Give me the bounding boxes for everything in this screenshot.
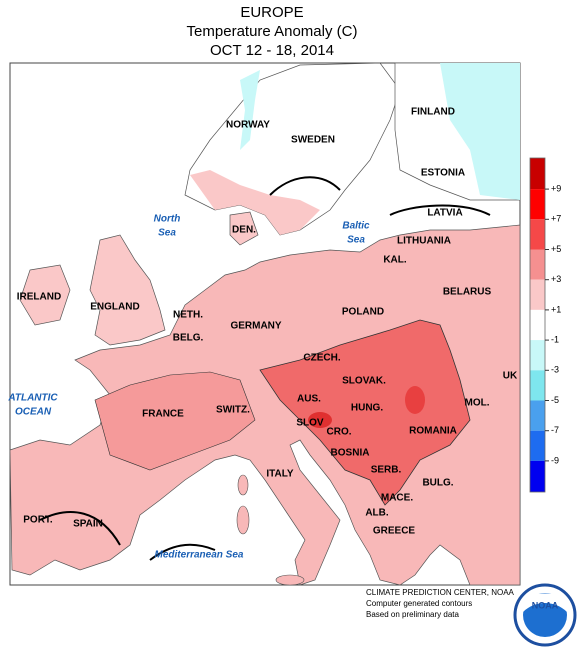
legend-tick-label: -9 [551,455,559,465]
country-label: NETH. [173,310,203,321]
water-label: Baltic [342,221,370,232]
warm-france [94,371,256,471]
legend-tick-label: +7 [551,214,561,224]
water-label: OCEAN [15,407,52,418]
water-label: Sea [158,228,176,239]
water-label: Mediterranean Sea [155,550,244,561]
credit: Computer generated contours [366,599,472,608]
country-label: FRANCE [142,409,184,420]
logo: NOAA [513,583,577,647]
country-label: BELG. [173,333,204,344]
legend-tick-label: -1 [551,334,559,344]
country-label: MOL. [465,398,490,409]
country-label: SPAIN [73,519,103,530]
logo-gull [523,593,567,612]
country-label: GERMANY [230,321,281,332]
legend-swatch [530,189,545,220]
legend-swatch [530,279,545,310]
country-label: DEN. [232,225,256,236]
corsica [237,474,249,496]
contour [269,176,491,216]
legend-swatch [530,309,545,341]
sardinia [236,505,250,535]
country-label: UK [503,371,518,382]
water-label: North [154,214,181,225]
country-label: NORWAY [226,120,270,131]
country-label: FINLAND [411,107,455,118]
country-label: BELARUS [443,287,492,298]
country-label: SLOV [296,418,324,429]
country-label: SERB. [371,465,402,476]
country-label: ROMANIA [409,426,457,437]
country-label: SLOVAK. [342,376,386,387]
country-label: SWEDEN [291,135,335,146]
hot-spot [405,386,425,414]
legend-tick-label: +3 [551,274,561,284]
country-label: SWITZ. [216,405,250,416]
country-label: ITALY [266,469,294,480]
legend-tick-label: -5 [551,395,559,405]
country-label: HUNG. [351,403,383,414]
contour [39,511,216,561]
denmark [229,211,259,246]
legend-tick-label: +9 [551,183,561,193]
title: EUROPE [240,4,303,21]
country-label: LITHUANIA [397,236,451,247]
logo-text: NOAA [532,600,559,610]
cold-area-norway [240,70,260,150]
dates: OCT 12 - 18, 2014 [210,42,334,59]
sicily [275,574,305,586]
country-label: GREECE [373,526,416,537]
britain [89,234,166,346]
legend-swatch [530,430,545,461]
legend-tick-label: +5 [551,244,561,254]
legend-frame [529,157,546,493]
legend: +9 +7 +5 +3 +1 -1 -3 -5 -7 -9 [529,157,561,493]
cold-area [440,63,520,200]
legend-swatch [530,400,545,431]
legend-swatch [530,340,545,371]
subtitle: Temperature Anomaly (C) [187,23,358,40]
country-label: AUS. [297,394,321,405]
credit: Based on preliminary data [366,610,459,619]
country-label: KAL. [383,255,407,266]
legend-swatch [530,219,545,250]
country-label: CZECH. [303,353,340,364]
country-label: ALB. [365,508,389,519]
country-label: IRELAND [17,292,61,303]
country-label: ENGLAND [90,302,139,313]
scandinavia-south [190,170,320,235]
legend-tick-label: -7 [551,425,559,435]
ireland [19,264,71,326]
hot-spot [308,412,332,428]
water-label: Sea [347,235,365,246]
legend-swatch [530,370,545,401]
country-label: LATVIA [427,208,462,219]
legend-tick-label: -3 [551,365,559,375]
country-label: CRO. [327,427,352,438]
legend-tick-label: +1 [551,304,561,314]
map: NORWAY SWEDEN FINLAND ESTONIA LATVIA LIT… [7,62,521,586]
country-label: ESTONIA [421,168,465,179]
warm-area [259,319,471,506]
water-label: ATLANTIC [7,393,58,404]
country-label: BULG. [422,478,453,489]
country-label: POLAND [342,307,384,318]
legend-swatch [530,158,545,190]
legend-swatch [530,249,545,280]
country-label: MACE. [381,493,413,504]
credit: CLIMATE PREDICTION CENTER, NOAA [366,588,515,597]
legend-swatch [530,460,545,492]
country-label: PORT. [23,515,53,526]
country-label: BOSNIA [331,448,370,459]
